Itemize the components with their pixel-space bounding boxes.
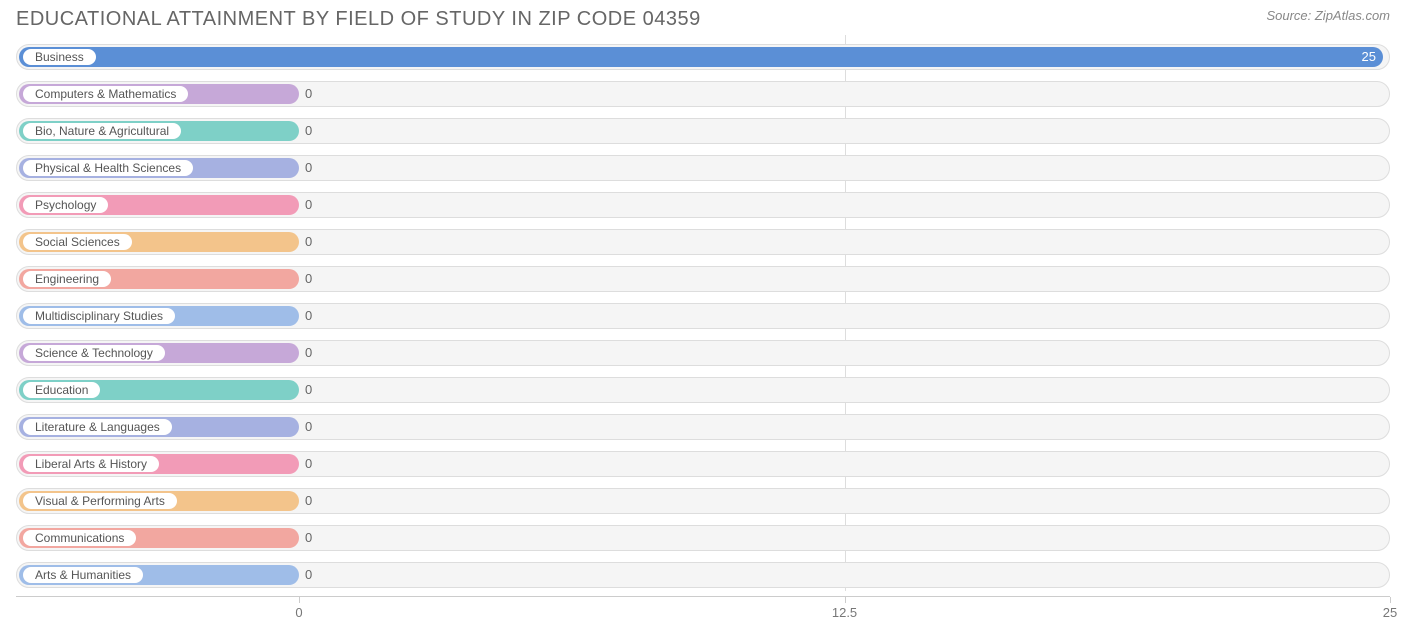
bar-row: Business 25 (16, 41, 1390, 73)
x-axis: 012.525 (16, 596, 1390, 626)
bar-value-label: 0 (305, 456, 312, 471)
bar-label-pill: Visual & Performing Arts (23, 493, 177, 509)
bar-label-pill: Liberal Arts & History (23, 456, 159, 472)
bar-row: Social Sciences 0 (16, 226, 1390, 258)
axis-tick (299, 597, 300, 603)
chart-title: EDUCATIONAL ATTAINMENT BY FIELD OF STUDY… (16, 8, 701, 31)
axis-tick (1390, 597, 1391, 603)
bar-value-label: 0 (305, 123, 312, 138)
bar-row: Psychology 0 (16, 189, 1390, 221)
bar-row: Education 0 (16, 374, 1390, 406)
bar-fill (19, 47, 1383, 67)
bar-label-pill: Communications (23, 530, 136, 546)
bar-label-pill: Computers & Mathematics (23, 86, 188, 102)
bar-row: Communications 0 (16, 522, 1390, 554)
bar-label-pill: Social Sciences (23, 234, 132, 250)
source-attribution: Source: ZipAtlas.com (1266, 8, 1390, 23)
bar-label-pill: Science & Technology (23, 345, 165, 361)
bar-row: Engineering 0 (16, 263, 1390, 295)
bar-label-pill: Education (23, 382, 100, 398)
bar-value-label: 0 (305, 197, 312, 212)
axis-tick (845, 597, 846, 603)
bar-value-label: 0 (305, 271, 312, 286)
bar-row: Multidisciplinary Studies 0 (16, 300, 1390, 332)
bar-row: Science & Technology 0 (16, 337, 1390, 369)
bar-label-pill: Engineering (23, 271, 111, 287)
bar-value-label: 25 (1362, 49, 1376, 64)
bar-label-pill: Multidisciplinary Studies (23, 308, 175, 324)
chart-area: Business25Computers & Mathematics0Bio, N… (0, 35, 1406, 591)
bar-value-label: 0 (305, 493, 312, 508)
bar-row: Physical & Health Sciences 0 (16, 152, 1390, 184)
bar-value-label: 0 (305, 160, 312, 175)
bar-label-pill: Physical & Health Sciences (23, 160, 193, 176)
bar-value-label: 0 (305, 382, 312, 397)
bar-label-pill: Business (23, 49, 96, 65)
bar-value-label: 0 (305, 530, 312, 545)
bar-row: Liberal Arts & History 0 (16, 448, 1390, 480)
bar-value-label: 0 (305, 419, 312, 434)
header: EDUCATIONAL ATTAINMENT BY FIELD OF STUDY… (0, 0, 1406, 35)
bar-label-pill: Bio, Nature & Agricultural (23, 123, 181, 139)
bar-value-label: 0 (305, 86, 312, 101)
bar-row: Literature & Languages 0 (16, 411, 1390, 443)
bar-label-pill: Literature & Languages (23, 419, 172, 435)
bar-row: Arts & Humanities 0 (16, 559, 1390, 591)
axis-tick-label: 12.5 (832, 605, 857, 620)
bar-label-pill: Psychology (23, 197, 108, 213)
bar-row: Computers & Mathematics 0 (16, 78, 1390, 110)
axis-tick-label: 0 (295, 605, 302, 620)
rows-container: Business25Computers & Mathematics0Bio, N… (16, 41, 1390, 591)
bar-row: Visual & Performing Arts 0 (16, 485, 1390, 517)
bar-value-label: 0 (305, 234, 312, 249)
bar-value-label: 0 (305, 345, 312, 360)
bar-value-label: 0 (305, 308, 312, 323)
bar-label-pill: Arts & Humanities (23, 567, 143, 583)
bar-row: Bio, Nature & Agricultural 0 (16, 115, 1390, 147)
bar-value-label: 0 (305, 567, 312, 582)
axis-tick-label: 25 (1383, 605, 1397, 620)
